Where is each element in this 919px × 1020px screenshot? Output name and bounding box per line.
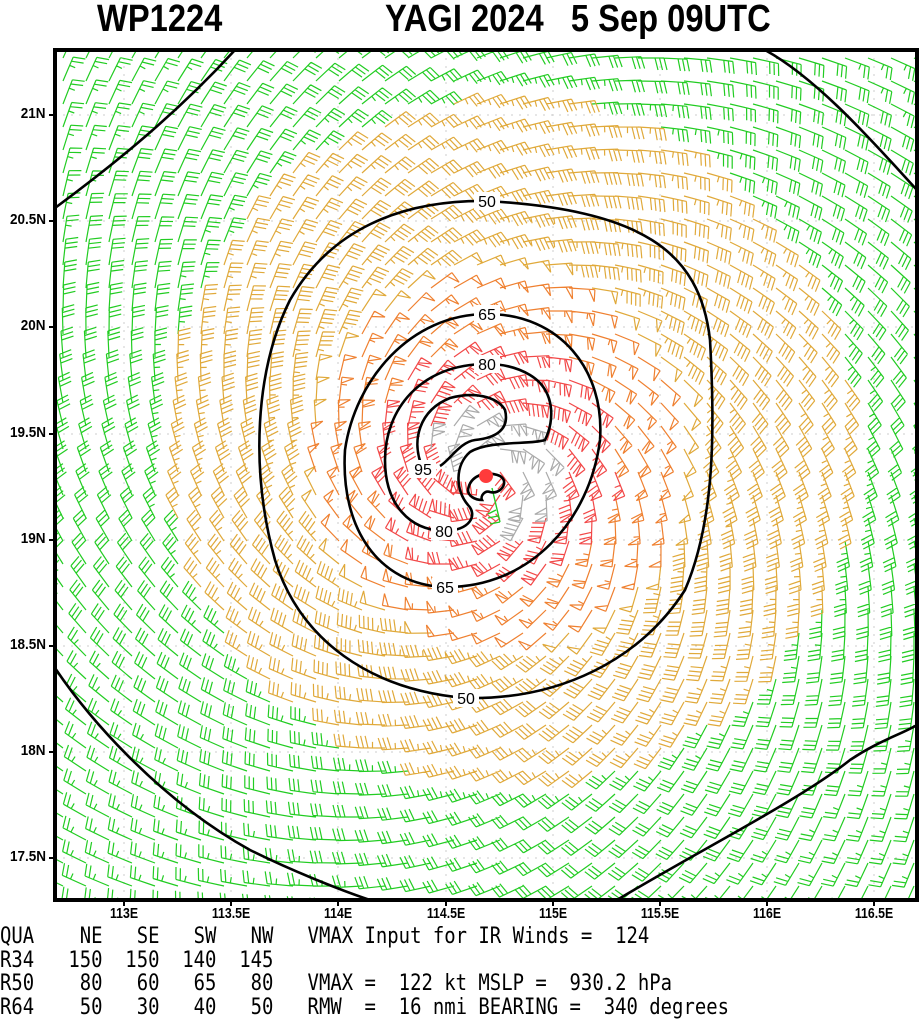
lat-tick-label: 18.5N	[9, 636, 46, 653]
storm-center-marker	[479, 469, 493, 483]
wind-barb-group	[55, 50, 917, 900]
storm-id-title: WP1224	[97, 0, 223, 40]
lon-tick-label: 113E	[109, 905, 139, 922]
storm-center-dot	[479, 469, 493, 483]
contour-label: 50	[457, 691, 475, 708]
lat-tick-label: 18N	[21, 742, 46, 759]
lon-tick-label: 116.5E	[854, 905, 894, 922]
info-row-r64: R64 50 30 40 50 RMW = 16 nmi BEARING = 3…	[0, 994, 730, 1020]
axis-ticks	[49, 114, 875, 906]
contour-line	[616, 723, 917, 900]
lon-tick-label: 116E	[752, 905, 782, 922]
wind-barb-group	[165, 92, 861, 789]
contour-label: 50	[478, 194, 496, 211]
contour-line	[258, 199, 714, 700]
lat-tick-label: 17.5N	[9, 848, 46, 865]
plot-frame	[53, 48, 919, 902]
lon-tick-label: 115.5E	[640, 905, 680, 922]
contour-label: 80	[478, 357, 496, 374]
contour-label: 65	[436, 580, 454, 597]
wind-radii-info-table: QUA NE SE SW NW VMAX Input for IR Winds …	[0, 925, 848, 1019]
contour-label: 95	[414, 462, 432, 479]
lat-tick-label: 20.5N	[9, 211, 46, 228]
lon-tick-label: 115E	[538, 905, 568, 922]
wind-barb-group	[371, 341, 626, 586]
contour-line	[55, 667, 371, 900]
lat-tick-label: 20N	[21, 317, 46, 334]
info-row-quadrants: QUA NE SE SW NW VMAX Input for IR Winds …	[0, 924, 650, 949]
wind-barb-group	[307, 272, 682, 651]
lat-tick-label: 19.5N	[9, 424, 46, 441]
wind-barb-group	[430, 404, 565, 542]
info-row-r50: R50 80 60 65 80 VMAX = 122 kt MSLP = 930…	[0, 971, 673, 996]
lat-tick-label: 19N	[21, 530, 46, 547]
lon-tick-label: 114.5E	[426, 905, 466, 922]
contour-label: 65	[478, 307, 496, 324]
lat-tick-label: 21N	[21, 105, 46, 122]
wind-barbs	[55, 50, 917, 900]
contour-line	[764, 50, 917, 191]
info-row-r34: R34 150 150 140 145	[0, 947, 274, 973]
lon-tick-label: 113.5E	[211, 905, 251, 922]
storm-name-date-title: YAGI 2024 5 Sep 09UTC	[385, 0, 771, 40]
contour-line	[55, 50, 236, 210]
lon-tick-label: 114E	[323, 905, 353, 922]
contour-line	[416, 393, 508, 470]
eye-wind-barb	[487, 487, 501, 525]
contour-line	[383, 362, 553, 533]
contour-label: 80	[435, 524, 453, 541]
